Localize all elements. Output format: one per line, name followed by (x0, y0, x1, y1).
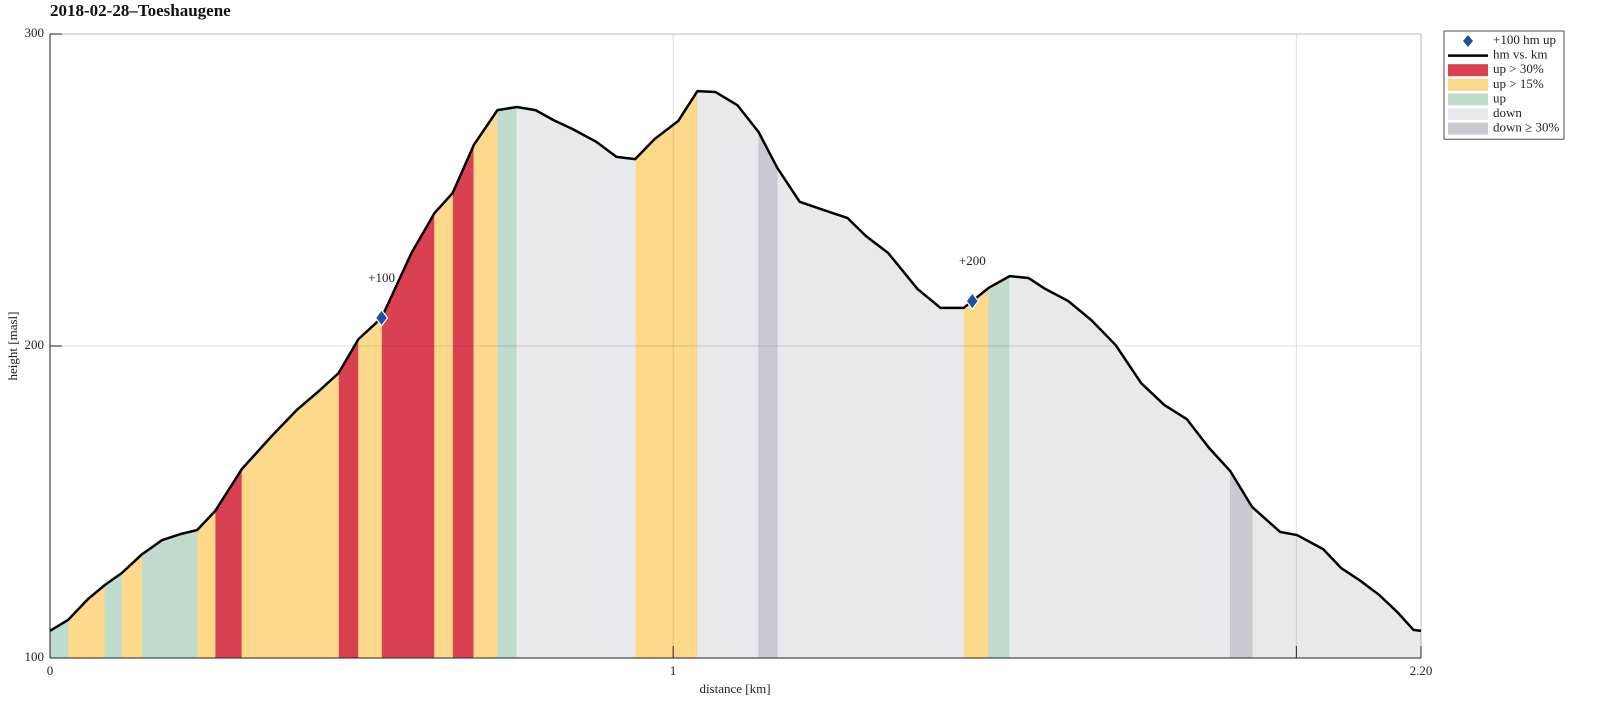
y-tick-label: 200 (25, 337, 45, 352)
legend-label: hm vs. km (1493, 47, 1548, 62)
legend-label: +100 hm up (1493, 32, 1556, 47)
legend-marker (1463, 35, 1473, 47)
milestone-marker (374, 308, 389, 327)
band (634, 90, 698, 659)
band (497, 106, 518, 659)
band (338, 338, 359, 659)
y-tick-label: 300 (25, 25, 45, 40)
x-tick-label: 1 (670, 663, 677, 678)
x-tick-label: 0 (47, 663, 54, 678)
profile-line (49, 89, 1422, 633)
legend-swatch (1448, 64, 1488, 77)
y-axis-label: height [masl] (5, 312, 20, 381)
chart-title: 2018-02-28–Toeshaugene (50, 1, 231, 20)
legend-label: down (1493, 105, 1522, 120)
band (358, 317, 382, 659)
milestone-label: +200 (959, 253, 986, 268)
x-axis-label: distance [km] (699, 681, 770, 696)
milestone-marker (965, 292, 980, 311)
legend-label: up > 30% (1493, 61, 1544, 76)
band (196, 510, 216, 659)
band (104, 572, 122, 659)
band (473, 109, 498, 659)
band (1230, 470, 1253, 659)
legend-swatch (1448, 122, 1488, 135)
y-tick-label: 100 (25, 649, 45, 664)
band (963, 287, 989, 659)
milestone-label: +100 (368, 270, 395, 285)
band (697, 90, 759, 659)
legend-label: up > 15% (1493, 76, 1544, 91)
band (67, 584, 106, 659)
band (434, 192, 453, 659)
band (758, 131, 778, 659)
band (452, 144, 475, 659)
x-tick-label: 2.20 (1410, 663, 1433, 678)
legend-swatch (1448, 78, 1488, 91)
band (214, 468, 243, 659)
legend-swatch (1448, 93, 1488, 106)
band (516, 106, 636, 659)
legend-label: down ≥ 30% (1493, 120, 1560, 135)
legend-label: up (1493, 90, 1506, 105)
legend-swatch (1448, 108, 1488, 120)
band (777, 167, 964, 659)
band (1009, 275, 1231, 659)
band (988, 275, 1010, 659)
